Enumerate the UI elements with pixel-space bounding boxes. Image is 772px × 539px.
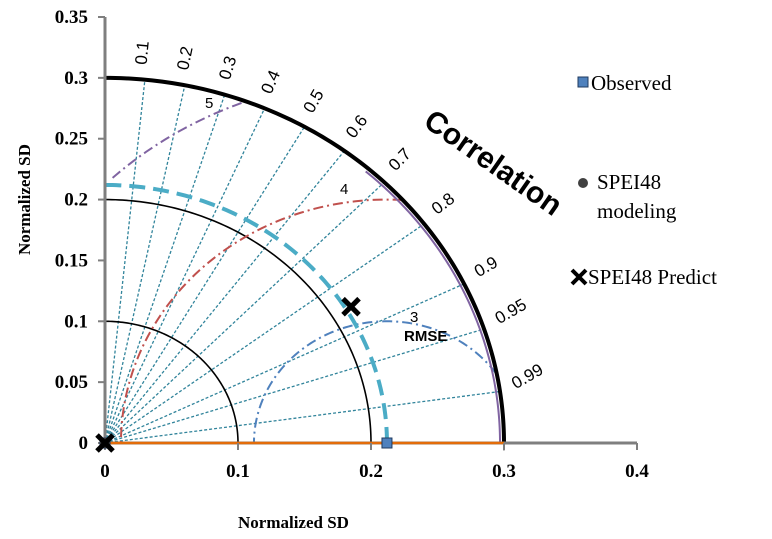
legend-observed-label: Observed (591, 71, 672, 95)
labels: 0.1 0.2 0.3 0.4 0.5 0.6 0.7 0.8 0.9 0.95 0.99 0 0.1 0… (15, 7, 649, 532)
correlation-tick-label: 0.1 (132, 40, 153, 65)
correlation-ray (105, 391, 500, 443)
observed-marker (382, 438, 392, 448)
sd-arc (105, 200, 371, 448)
legend-modeling-marker (578, 178, 588, 188)
x-axis-title: Normalized SD (238, 513, 349, 532)
x-tick-label: 0 (100, 461, 110, 482)
y-tick-label: 0.1 (64, 311, 88, 332)
x-tick-label: 0.4 (625, 461, 649, 482)
correlation-ray (105, 151, 344, 443)
legend-modeling-label-2: modeling (597, 199, 677, 223)
axes (98, 17, 637, 450)
y-tick-label: 0.2 (64, 190, 88, 211)
correlation-tick-label: 0.99 (508, 360, 546, 393)
data-points (97, 299, 392, 451)
correlation-tick-label: 0.8 (428, 189, 458, 218)
rmse-contour-label: 4 (340, 181, 348, 198)
correlation-ray (105, 329, 484, 443)
rmse-contour (121, 200, 403, 443)
outer-sd-arc-inner (366, 171, 500, 443)
y-tick-label: 0.25 (55, 129, 88, 150)
correlation-tick-label: 0.3 (215, 54, 240, 82)
correlation-ray (105, 85, 185, 443)
y-tick-label: 0.15 (55, 250, 88, 271)
correlation-ray (105, 80, 145, 443)
correlation-tick-label: 0.4 (257, 67, 284, 96)
rmse-contour-label: 5 (205, 95, 213, 112)
correlation-tick-label: 0.7 (385, 144, 415, 174)
correlation-tick-label: 0.6 (342, 111, 371, 141)
correlation-ray (105, 108, 265, 443)
rmse-contour (254, 321, 496, 443)
correlation-tick-label: 0.2 (173, 45, 196, 72)
legend-modeling-label-1: SPEI48 (597, 170, 661, 194)
y-tick-label: 0.35 (55, 7, 88, 28)
x-tick-label: 0.2 (359, 461, 383, 482)
rmse-contour (110, 103, 241, 180)
x-tick-label: 0.1 (226, 461, 250, 482)
y-axis-title: Normalized SD (15, 144, 34, 255)
correlation-tick-label: 0.9 (471, 253, 501, 281)
correlation-ray (105, 224, 424, 443)
legend-predict-marker (572, 270, 586, 284)
y-tick-label: 0.3 (64, 68, 88, 89)
y-tick-label: 0.05 (55, 372, 88, 393)
y-tick-label: 0 (79, 433, 89, 454)
legend: Observed SPEI48 modeling SPEI48 Predict (572, 71, 717, 289)
correlation-tick-label: 0.5 (299, 86, 327, 116)
rmse-title: RMSE (404, 328, 447, 345)
legend-predict-label: SPEI48 Predict (588, 265, 717, 289)
rmse-contour-label: 3 (410, 309, 418, 326)
correlation-tick-label: 0.95 (492, 295, 530, 328)
x-tick-label: 0.3 (492, 461, 516, 482)
correlation-ray (105, 95, 225, 443)
rmse-contours (105, 103, 496, 443)
legend-observed-marker (578, 77, 588, 87)
